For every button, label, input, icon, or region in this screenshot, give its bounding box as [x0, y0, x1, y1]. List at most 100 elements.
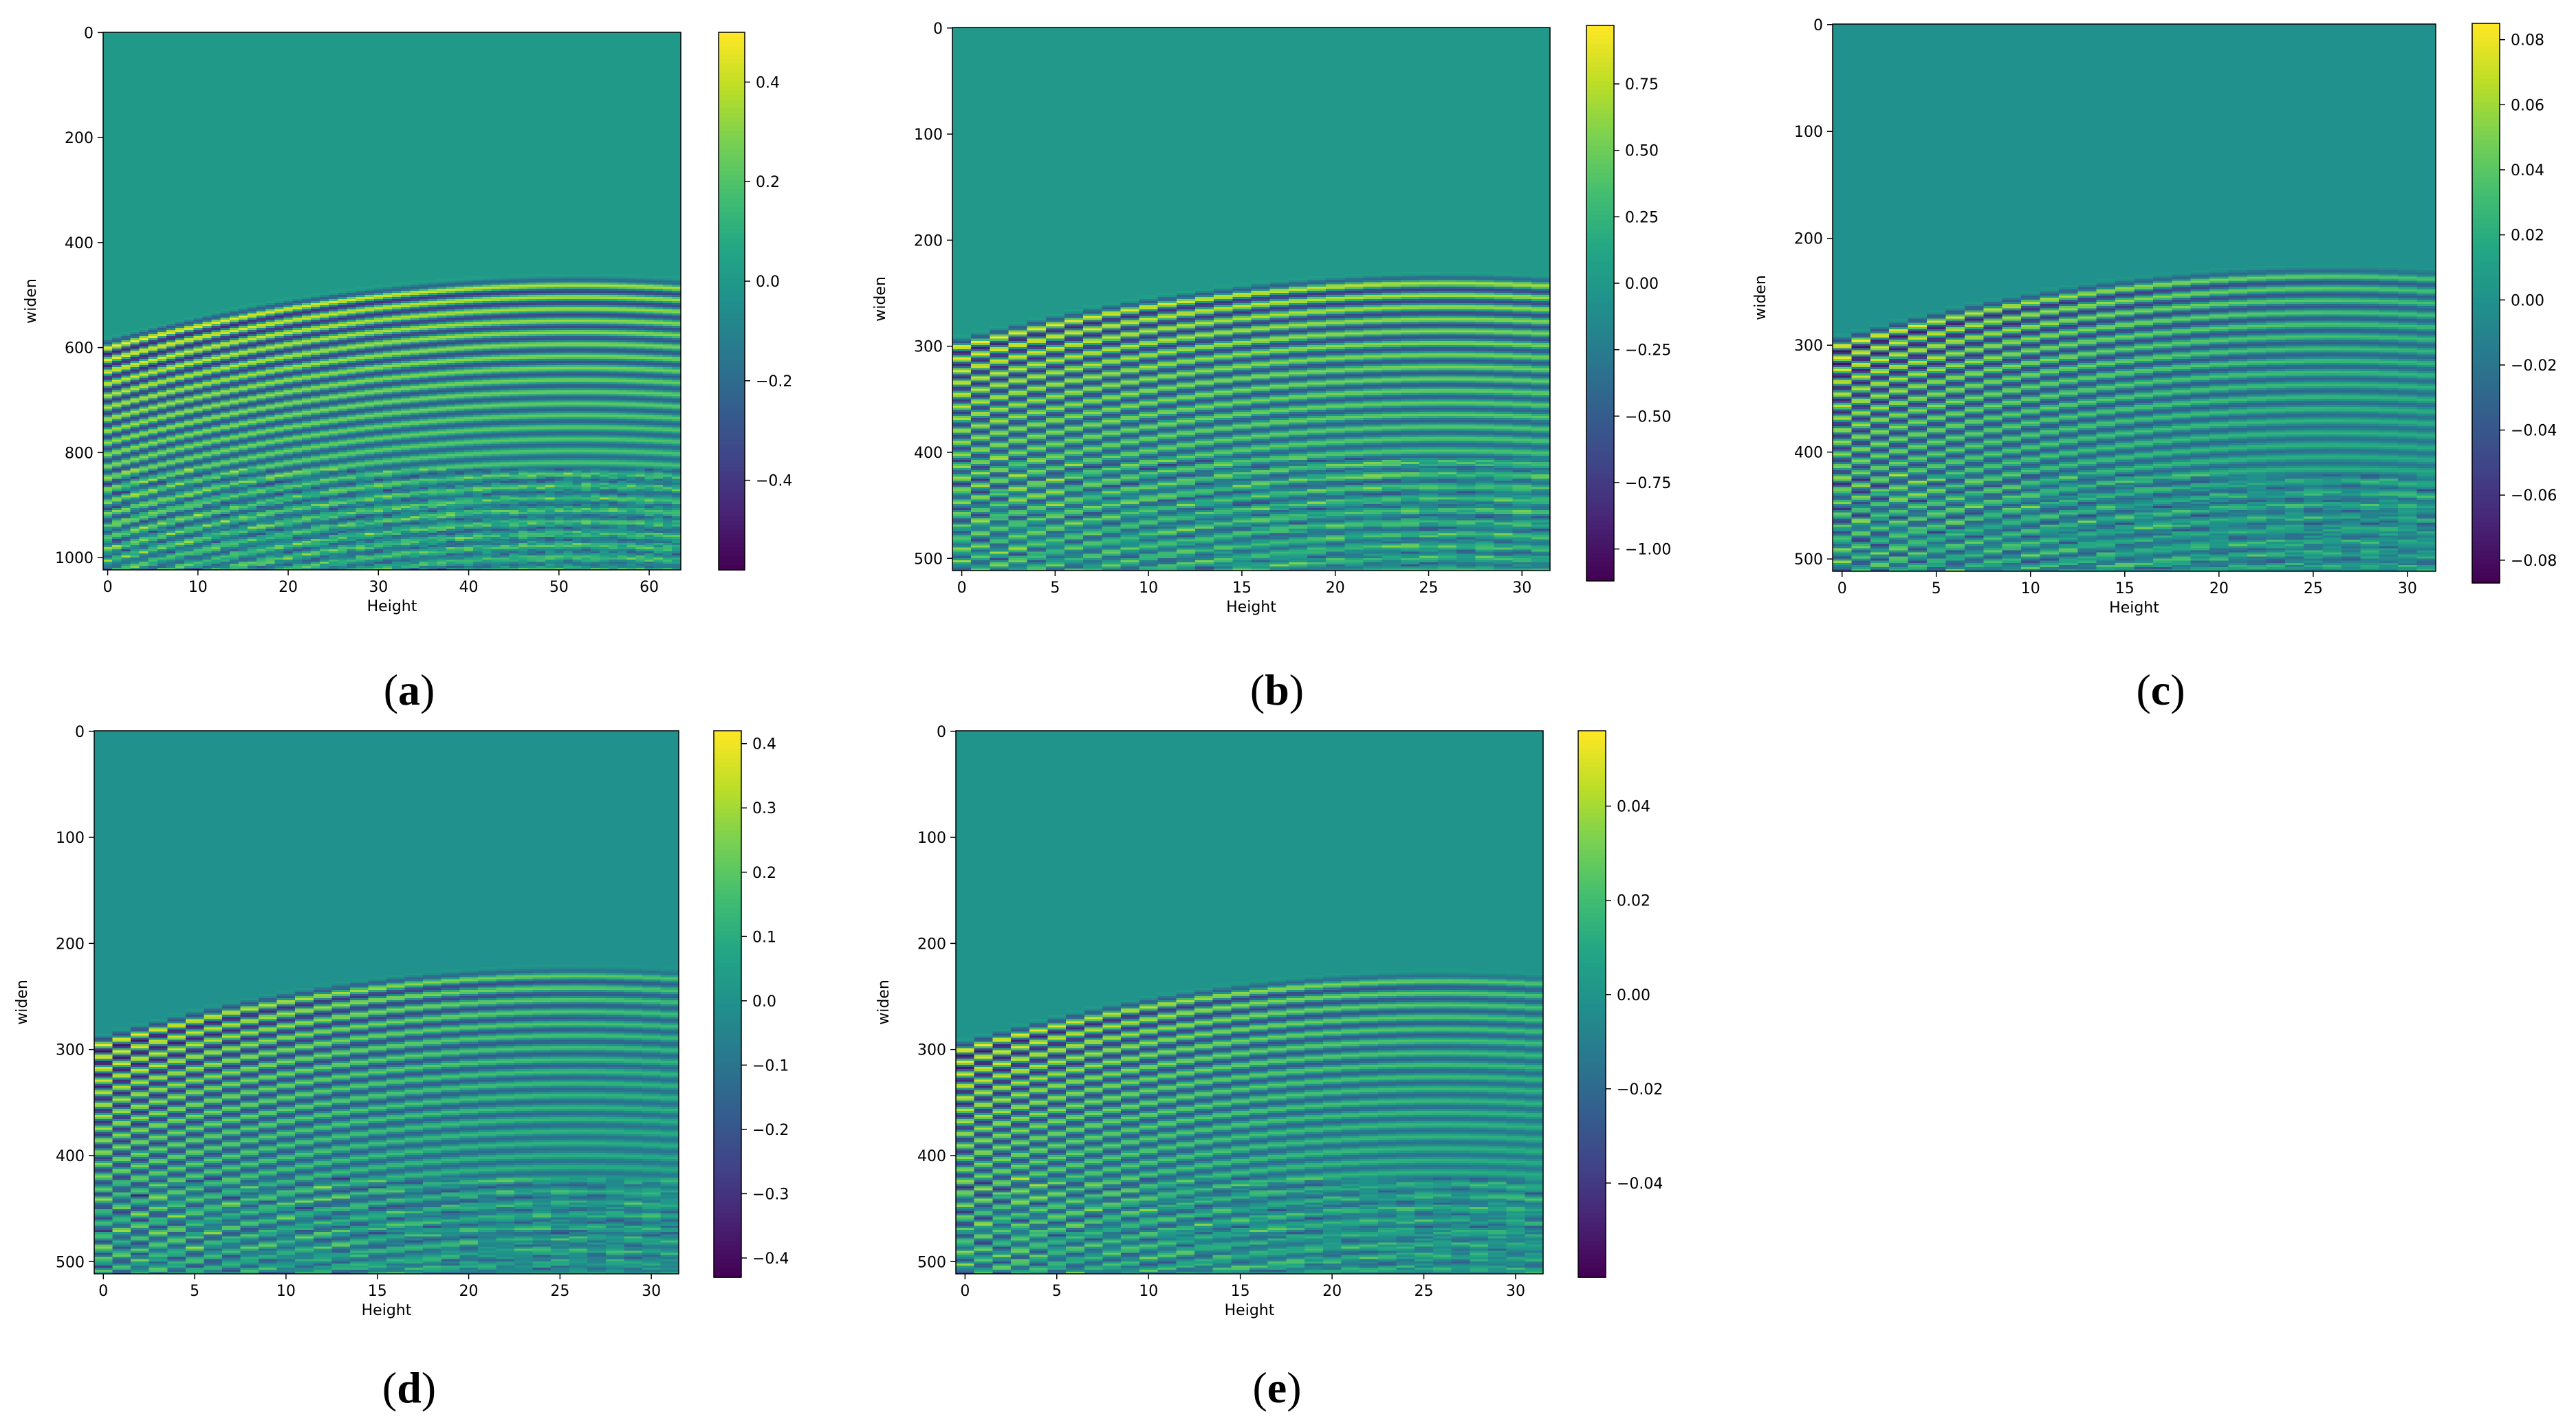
colorbar-segment — [714, 1163, 741, 1169]
colorbar-segment — [2472, 345, 2500, 351]
panel-label-close-paren: ) — [1289, 665, 1304, 714]
colorbar-tick-label: −0.2 — [752, 1122, 789, 1139]
colorbar-segment — [719, 41, 745, 47]
colorbar-segment — [2472, 312, 2500, 318]
colorbar-segment — [2472, 116, 2500, 122]
colorbar-segment — [1578, 835, 1606, 841]
colorbar-segment — [1578, 999, 1606, 1005]
colorbar-segment — [1586, 219, 1614, 225]
colorbar-segment — [719, 533, 745, 540]
colorbar-segment — [714, 830, 741, 837]
colorbar-segment — [1578, 1213, 1606, 1219]
colorbar-segment — [1586, 354, 1614, 360]
colorbar-segment — [714, 903, 741, 909]
colorbar-segment — [2472, 242, 2500, 248]
colorbar-segment — [2472, 200, 2500, 206]
colorbar-segment — [719, 202, 745, 208]
colorbar-segment — [1578, 949, 1606, 955]
colorbar-segment — [2472, 364, 2500, 369]
colorbar-segment — [1586, 229, 1614, 234]
colorbar-segment — [1586, 465, 1614, 471]
colorbar-tick-label: −0.04 — [2511, 423, 2557, 440]
colorbar-segment — [719, 310, 745, 316]
colorbar-segment — [2472, 158, 2500, 164]
colorbar-segment — [1586, 173, 1614, 179]
x-tick-label: 20 — [1326, 580, 1345, 597]
colorbar-segment — [719, 462, 745, 467]
colorbar-segment — [1578, 826, 1606, 832]
colorbar-segment — [714, 808, 741, 814]
colorbar-segment — [1578, 940, 1606, 946]
colorbar-segment — [2472, 326, 2500, 332]
colorbar-segment — [1586, 67, 1614, 73]
colorbar-segment — [1578, 1077, 1606, 1082]
heatmap-image — [1833, 24, 2436, 571]
y-tick-label: 300 — [56, 1042, 85, 1059]
y-tick-label: 200 — [914, 232, 943, 250]
colorbar-segment — [1578, 1035, 1606, 1041]
colorbar-segment — [719, 113, 745, 118]
colorbar-segment — [1578, 867, 1606, 873]
colorbar-segment — [714, 1090, 741, 1096]
colorbar-segment — [719, 135, 745, 141]
colorbar-segment — [719, 216, 745, 221]
panel-e: 0 5 10 15 20 25 300100200300400500Heightwiden0… — [875, 724, 1663, 1412]
y-tick-label: 300 — [914, 339, 943, 356]
colorbar-segment — [719, 104, 745, 109]
y-axis-label: widen — [23, 278, 40, 324]
colorbar-segment — [719, 99, 745, 105]
colorbar-segment — [714, 1209, 741, 1215]
colorbar-segment — [719, 417, 745, 423]
colorbar-segment — [1578, 1004, 1606, 1009]
colorbar-segment — [1586, 307, 1614, 313]
colorbar-segment — [2472, 359, 2500, 364]
colorbar-segment — [714, 867, 741, 873]
colorbar-segment — [714, 1200, 741, 1205]
colorbar-segment — [719, 166, 745, 172]
colorbar-segment — [714, 1222, 741, 1228]
colorbar-tick-label: 0.00 — [1617, 987, 1650, 1004]
colorbar-segment — [1578, 844, 1606, 850]
colorbar-segment — [719, 108, 745, 114]
colorbar-segment — [1586, 80, 1614, 87]
colorbar-segment — [714, 853, 741, 859]
colorbar-segment — [1586, 317, 1614, 322]
colorbar-segment — [719, 234, 745, 239]
colorbar-segment — [1578, 1040, 1606, 1046]
colorbar-segment — [719, 377, 745, 383]
colorbar-tick-label: 0.00 — [2511, 292, 2544, 309]
colorbar-segment — [719, 207, 745, 212]
colorbar-segment — [1578, 1049, 1606, 1055]
x-tick-label: 5 — [1052, 1283, 1062, 1300]
colorbar-segment — [719, 36, 745, 42]
x-tick-label: 20 — [459, 1283, 479, 1300]
colorbar-segment — [1578, 899, 1606, 905]
colorbar-segment — [1578, 972, 1606, 978]
colorbar-segment — [2472, 88, 2500, 94]
colorbar-segment — [2472, 294, 2500, 300]
colorbar-segment — [1586, 256, 1614, 263]
colorbar-segment — [719, 291, 745, 298]
colorbar-segment — [714, 826, 741, 832]
colorbar-segment — [1578, 1195, 1606, 1201]
colorbar-segment — [1578, 1250, 1606, 1255]
colorbar-segment — [2472, 173, 2500, 178]
colorbar-segment — [1586, 298, 1614, 304]
colorbar-segment — [1586, 141, 1614, 146]
y-tick-label: 0 — [937, 724, 946, 741]
colorbar-segment — [719, 283, 745, 289]
colorbar-segment — [2472, 84, 2500, 89]
colorbar-segment — [1586, 303, 1614, 309]
colorbar-segment — [1586, 131, 1614, 137]
colorbar-segment — [2472, 377, 2500, 384]
panel-label-open-paren: ( — [384, 665, 398, 714]
colorbar-segment — [1586, 201, 1614, 207]
colorbar-segment — [719, 404, 745, 410]
colorbar-segment — [719, 458, 745, 463]
x-tick-label: 25 — [1419, 580, 1438, 597]
colorbar-segment — [714, 1231, 741, 1237]
y-tick-label: 300 — [1794, 338, 1823, 355]
colorbar-segment — [714, 753, 741, 759]
colorbar-segment — [2472, 508, 2500, 514]
colorbar-segment — [1586, 511, 1614, 517]
